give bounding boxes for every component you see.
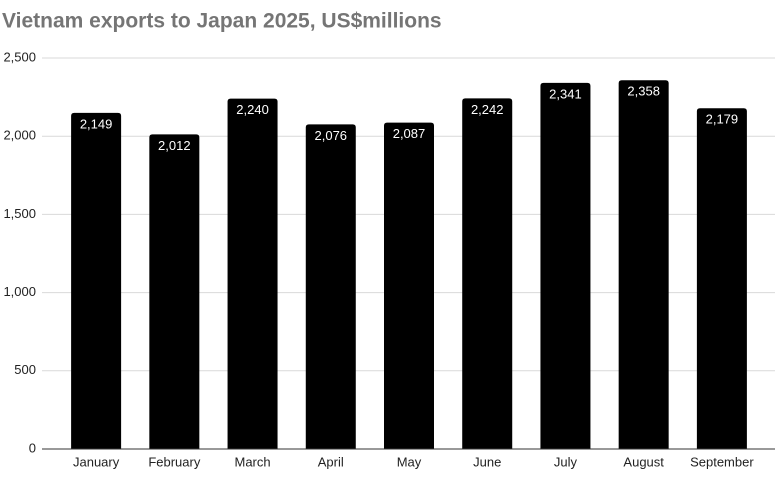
bar: [618, 80, 669, 449]
bar: [71, 112, 122, 450]
value-label: 2,179: [706, 112, 739, 127]
chart-title: Vietnam exports to Japan 2025, US$millio…: [2, 10, 442, 33]
y-tick-label: 2,000: [3, 128, 36, 143]
bar: [305, 124, 356, 449]
bar: [227, 98, 278, 449]
value-label: 2,240: [236, 102, 269, 117]
value-label: 2,087: [393, 126, 426, 141]
x-tick-label: August: [623, 454, 664, 469]
x-tick-label: June: [473, 454, 501, 469]
x-tick-label: September: [690, 454, 754, 469]
y-tick-label: 2,500: [3, 49, 36, 64]
x-tick-label: February: [148, 454, 201, 469]
x-tick-label: January: [73, 454, 120, 469]
x-tick-label: April: [318, 454, 344, 469]
bar: [384, 122, 434, 449]
x-tick-label: July: [554, 454, 578, 469]
y-tick-label: 0: [29, 440, 36, 455]
x-tick-label: March: [234, 454, 270, 469]
value-label: 2,358: [627, 84, 660, 99]
bar: [696, 108, 747, 449]
value-label: 2,149: [80, 116, 113, 131]
y-tick-label: 500: [14, 362, 36, 377]
value-label: 2,076: [315, 128, 348, 143]
value-label: 2,242: [471, 102, 504, 117]
bar: [462, 98, 513, 449]
bar: [540, 82, 591, 449]
y-tick-label: 1,500: [3, 206, 36, 221]
x-tick-label: May: [397, 454, 422, 469]
y-tick-label: 1,000: [3, 284, 36, 299]
value-label: 2,012: [158, 138, 191, 153]
bar: [149, 134, 200, 450]
value-label: 2,341: [549, 86, 582, 101]
